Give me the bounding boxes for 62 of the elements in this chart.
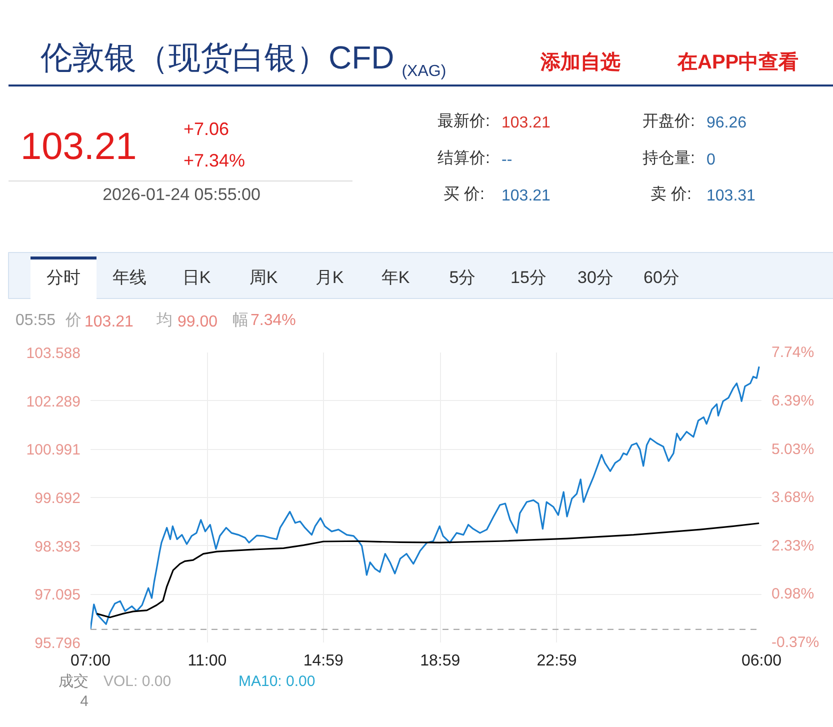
x-tick-label: 22:59	[536, 652, 577, 670]
text: 周K	[249, 268, 278, 287]
y-tick-label: 102.289	[26, 393, 81, 410]
text: 持仓量:	[642, 149, 695, 167]
text: 年线	[112, 268, 146, 287]
text: 添加自选	[540, 52, 620, 74]
text: VOL: 0.00	[104, 673, 172, 690]
text: 最新价:	[438, 112, 490, 130]
text: 7.34%	[250, 312, 296, 329]
x-tick-label: 11:00	[188, 652, 227, 670]
y-tick-label: 98.393	[34, 538, 81, 556]
text: 日K	[182, 268, 212, 287]
line-series	[96, 522, 760, 618]
text: 30分	[578, 268, 614, 287]
text: 幅	[232, 312, 248, 329]
text: 年K	[381, 268, 410, 287]
text: 05:55	[16, 312, 56, 329]
y2-tick-label: 5.03%	[772, 440, 814, 458]
text: 价	[64, 312, 82, 329]
text: 103.21	[502, 114, 551, 132]
text: --	[502, 152, 512, 168]
text: 在APP中查看	[676, 50, 799, 74]
y-tick-label: 99.692	[34, 490, 81, 507]
text: 0	[706, 152, 716, 168]
text: 99.00	[178, 314, 218, 330]
text: MA10: 0.00	[238, 673, 316, 690]
text: 结算价:	[438, 149, 490, 167]
text: 买 价:	[444, 186, 484, 203]
y2-tick-label: 3.68%	[772, 489, 814, 506]
text: 96.26	[706, 114, 747, 132]
line-series	[90, 366, 760, 630]
x-tick-label: 06:00	[741, 652, 782, 670]
text: 分时	[46, 268, 80, 287]
y-tick-label: 100.991	[26, 442, 81, 459]
y-tick-label: 103.588	[26, 345, 81, 362]
text: 开盘价:	[642, 113, 695, 130]
text: 103.31	[706, 188, 756, 204]
text: 成交	[58, 673, 88, 690]
text: 15分	[510, 268, 546, 287]
text: 103.21	[502, 188, 551, 204]
text: 60分	[644, 268, 680, 287]
text: 103.21	[20, 126, 137, 168]
text: 月K	[315, 268, 344, 287]
y2-tick-label: 0.98%	[772, 586, 814, 603]
text: +7.34%	[184, 150, 246, 170]
text: 4	[80, 693, 88, 710]
x-tick-label: 07:00	[70, 652, 111, 670]
x-tick-label: 18:59	[420, 652, 460, 670]
y2-tick-label: 7.74%	[772, 344, 814, 361]
text: 卖 价:	[650, 185, 692, 203]
text: +7.06	[184, 119, 230, 139]
text: 均	[156, 312, 172, 329]
y2-tick-label: 2.33%	[772, 537, 814, 554]
chart-title: 伦敦银（现货白银）CFD(XAG)	[40, 40, 446, 80]
text: 5分	[449, 268, 476, 287]
y-tick-label: 97.095	[34, 586, 81, 604]
y-tick-label: 95.796	[34, 635, 81, 652]
text: 103.21	[84, 314, 134, 330]
y2-tick-label: 6.39%	[772, 392, 814, 410]
x-tick-label: 14:59	[303, 652, 344, 670]
text: 2026-01-24 05:55:00	[102, 185, 260, 204]
y2-tick-label: -0.37%	[772, 634, 820, 651]
